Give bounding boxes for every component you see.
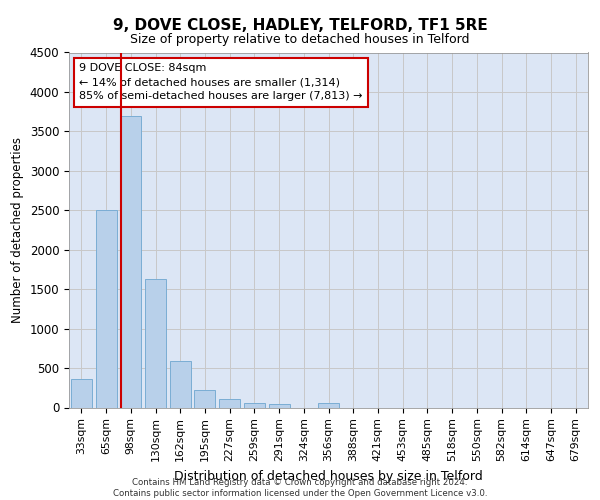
Y-axis label: Number of detached properties: Number of detached properties bbox=[11, 137, 24, 323]
Bar bbox=[244, 403, 265, 407]
Text: 9, DOVE CLOSE, HADLEY, TELFORD, TF1 5RE: 9, DOVE CLOSE, HADLEY, TELFORD, TF1 5RE bbox=[113, 18, 487, 32]
Text: Size of property relative to detached houses in Telford: Size of property relative to detached ho… bbox=[130, 32, 470, 46]
Bar bbox=[194, 390, 215, 407]
Bar bbox=[219, 399, 240, 407]
Bar bbox=[120, 116, 141, 408]
Text: 9 DOVE CLOSE: 84sqm
← 14% of detached houses are smaller (1,314)
85% of semi-det: 9 DOVE CLOSE: 84sqm ← 14% of detached ho… bbox=[79, 63, 363, 101]
Bar bbox=[145, 279, 166, 407]
Bar bbox=[71, 379, 92, 408]
Bar bbox=[170, 361, 191, 408]
Text: Contains HM Land Registry data © Crown copyright and database right 2024.
Contai: Contains HM Land Registry data © Crown c… bbox=[113, 478, 487, 498]
Bar bbox=[269, 404, 290, 407]
Bar bbox=[318, 403, 339, 407]
X-axis label: Distribution of detached houses by size in Telford: Distribution of detached houses by size … bbox=[174, 470, 483, 482]
Bar bbox=[95, 210, 116, 408]
